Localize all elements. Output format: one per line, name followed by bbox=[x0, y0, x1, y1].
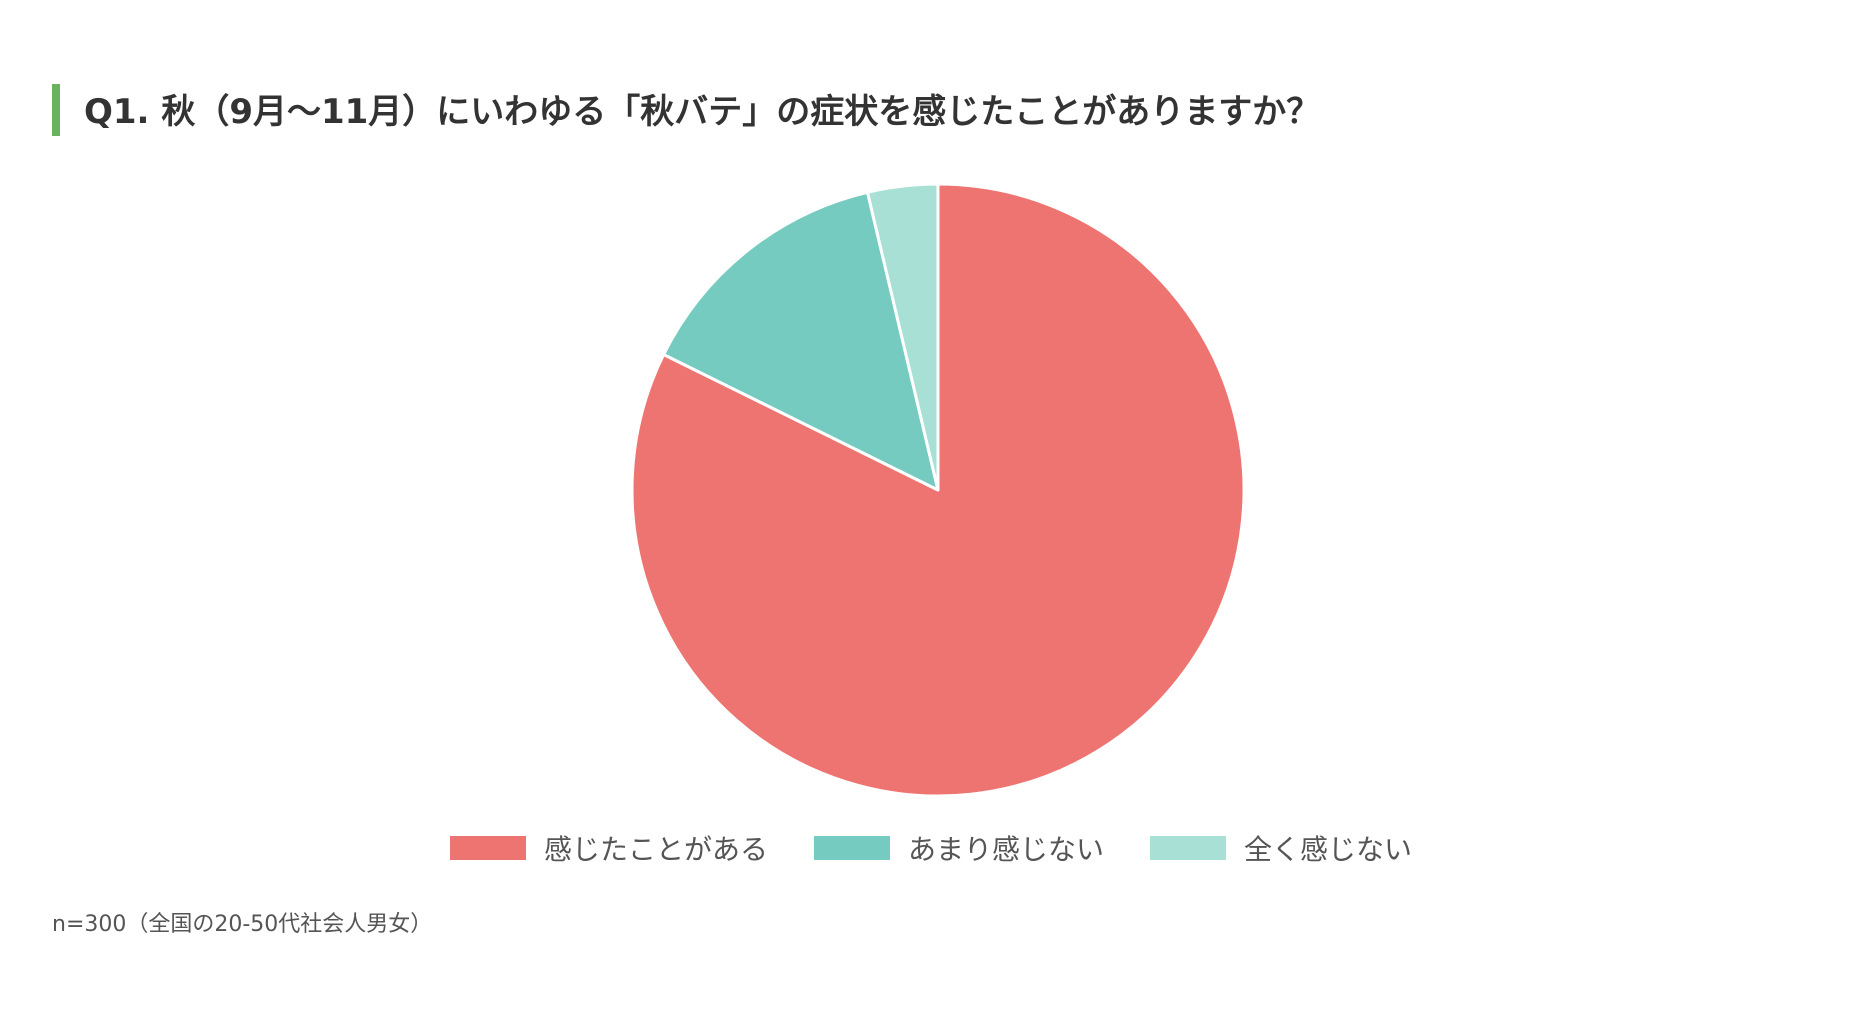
pie-slice-never[interactable] bbox=[866, 182, 940, 492]
pie-slice-rarely[interactable] bbox=[662, 190, 940, 492]
legend-label: 全く感じない bbox=[1244, 833, 1413, 866]
chart-legend: 感じたことがある あまり感じない 全く感じない bbox=[0, 828, 1862, 868]
sample-footnote: n=300（全国の20-50代社会人男女） bbox=[52, 912, 433, 937]
legend-swatch bbox=[1150, 836, 1226, 860]
legend-swatch bbox=[449, 836, 526, 860]
chart-title: Q1. 秋（9月〜11月）にいわゆる「秋バテ」の症状を感じたことがありますか？ bbox=[84, 92, 1321, 132]
legend-item-never[interactable]: 全く感じない bbox=[1150, 828, 1412, 868]
title-accent-bar bbox=[52, 84, 60, 136]
legend-item-rarely[interactable]: あまり感じない bbox=[813, 828, 1104, 868]
legend-item-felt[interactable]: 感じたことがある bbox=[449, 828, 768, 868]
legend-swatch bbox=[813, 836, 890, 860]
legend-label: 感じたことがある bbox=[543, 833, 768, 866]
legend-label: あまり感じない bbox=[907, 833, 1104, 866]
